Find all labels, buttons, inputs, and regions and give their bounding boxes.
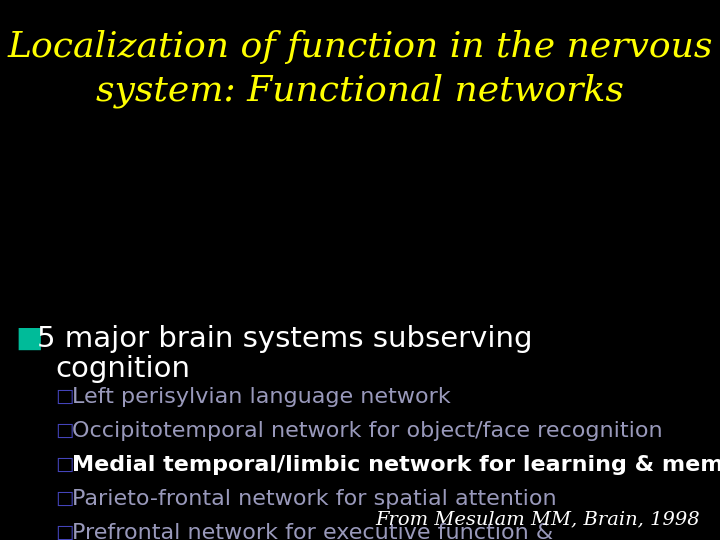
Text: □: □ [55,421,73,440]
Text: Left perisylvian language network: Left perisylvian language network [72,387,451,407]
Text: □: □ [55,523,73,540]
Text: Occipitotemporal network for object/face recognition: Occipitotemporal network for object/face… [72,421,662,441]
Text: Parieto-frontal network for spatial attention: Parieto-frontal network for spatial atte… [72,489,557,509]
Text: From Mesulam MM, Brain, 1998: From Mesulam MM, Brain, 1998 [375,510,700,528]
Text: 5 major brain systems subserving: 5 major brain systems subserving [37,325,533,353]
Text: Localization of function in the nervous
system: Functional networks: Localization of function in the nervous … [7,30,713,108]
Text: cognition: cognition [55,355,190,383]
Text: Prefrontal network for executive function &
comportment: Prefrontal network for executive functio… [72,523,553,540]
Text: □: □ [55,455,73,474]
Text: Medial temporal/limbic network for learning & memory: Medial temporal/limbic network for learn… [72,455,720,475]
Text: □: □ [55,387,73,406]
Text: ■: ■ [15,325,42,353]
Text: □: □ [55,489,73,508]
